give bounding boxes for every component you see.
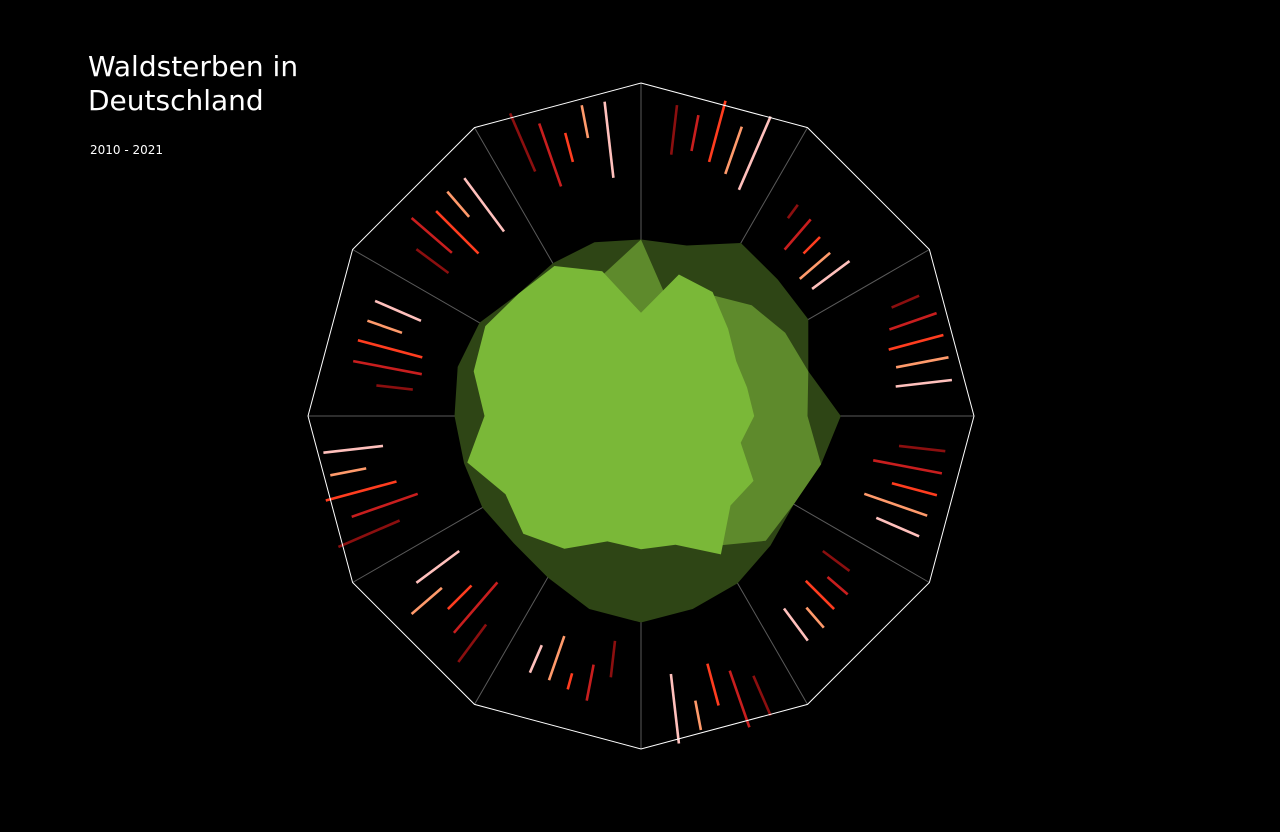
radial-bar [875,516,920,538]
radial-bar [366,319,403,335]
radial-bar [872,459,943,475]
radial-bar [822,549,851,572]
radial-bar [805,606,825,629]
radial-bar [435,210,480,255]
radial-bar [891,481,938,497]
radial-bar [337,519,401,549]
radial-bar [895,356,949,369]
radial-bar [728,670,751,728]
radial-bar [446,584,473,611]
radial-bar [330,467,367,477]
radial-bar [508,112,537,173]
radial-bar [603,101,615,178]
radial-bar [415,248,450,275]
radial-bar [694,700,703,731]
radial-bar [410,586,443,615]
radial-bar [690,114,700,152]
radial-bar [410,217,453,254]
radial-bar [669,104,679,155]
radial-bar [811,260,851,290]
radial-bar [415,549,460,584]
radial-bar [563,132,575,163]
chart-subtitle: 2010 - 2021 [90,143,164,157]
radial-bar [804,579,836,611]
radial-bar [724,126,744,175]
radial-bar [669,673,681,744]
radial-bar [752,675,772,717]
radial-bar [325,480,397,502]
radial-bar [888,333,944,351]
radial-bar [585,664,595,701]
radial-bar [374,299,422,322]
radial-bar [786,204,799,219]
radial-bar [898,444,946,453]
radial-bar [782,607,809,642]
radial-bar [457,623,488,663]
radial-bar [895,378,953,388]
radial-bar [802,236,821,255]
radial-bar [463,177,506,233]
radial-bar [357,338,423,359]
radial-bar [707,100,727,163]
radial-bar [891,294,920,309]
radial-bar [863,492,928,517]
radial-bar [452,581,499,634]
radial-bar [351,492,419,519]
radial-bar [323,444,384,454]
radial-bar [706,663,720,706]
radar-frame [307,82,975,750]
radial-bar [609,640,617,678]
radial-bar [888,311,938,331]
radial-bar [826,576,849,596]
radial-bar [798,251,831,280]
radial-bar [528,644,543,674]
radial-bar [376,384,413,391]
radial-bar [580,105,590,139]
chart-title: Waldsterben in Deutschland [88,50,299,117]
radial-bar [352,359,423,376]
radial-bar [737,115,772,191]
radial-bar [783,218,812,251]
radial-bar [566,672,574,690]
radial-bar [537,123,563,187]
radar-area-inner [467,266,755,555]
radial-bar [446,190,471,218]
radial-bar [547,635,566,681]
